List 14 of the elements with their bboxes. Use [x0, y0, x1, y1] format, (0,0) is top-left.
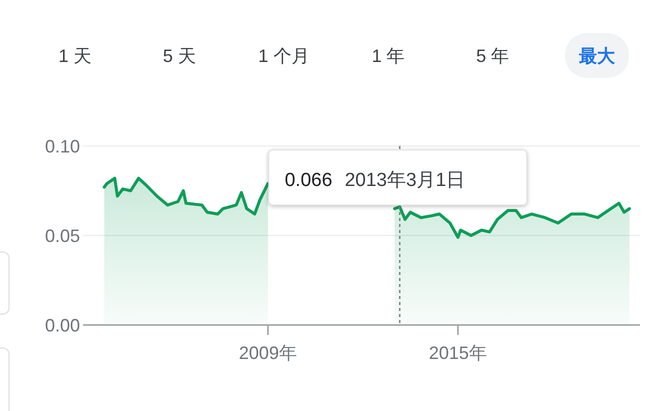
annotation: 0.066 [284, 170, 332, 191]
x-tick-label: 2009年 [238, 343, 297, 363]
y-tick-label: 0.00 [44, 315, 80, 336]
text: 5 天 [162, 46, 196, 66]
y-tick-label: 0.10 [44, 136, 80, 156]
ref-line-label: 2013年3月1日 [344, 170, 466, 191]
text: 1 年 [372, 46, 405, 66]
x-tick-label: 2015年 [428, 343, 487, 363]
text: 1 天 [58, 46, 92, 66]
tooltip: 0.066 2013年3月1日 [268, 150, 528, 206]
y-tick-label: 0.05 [44, 226, 80, 246]
text: 最大 [578, 46, 616, 66]
text: 5 年 [476, 46, 510, 66]
text: 1 个月 [258, 46, 310, 66]
